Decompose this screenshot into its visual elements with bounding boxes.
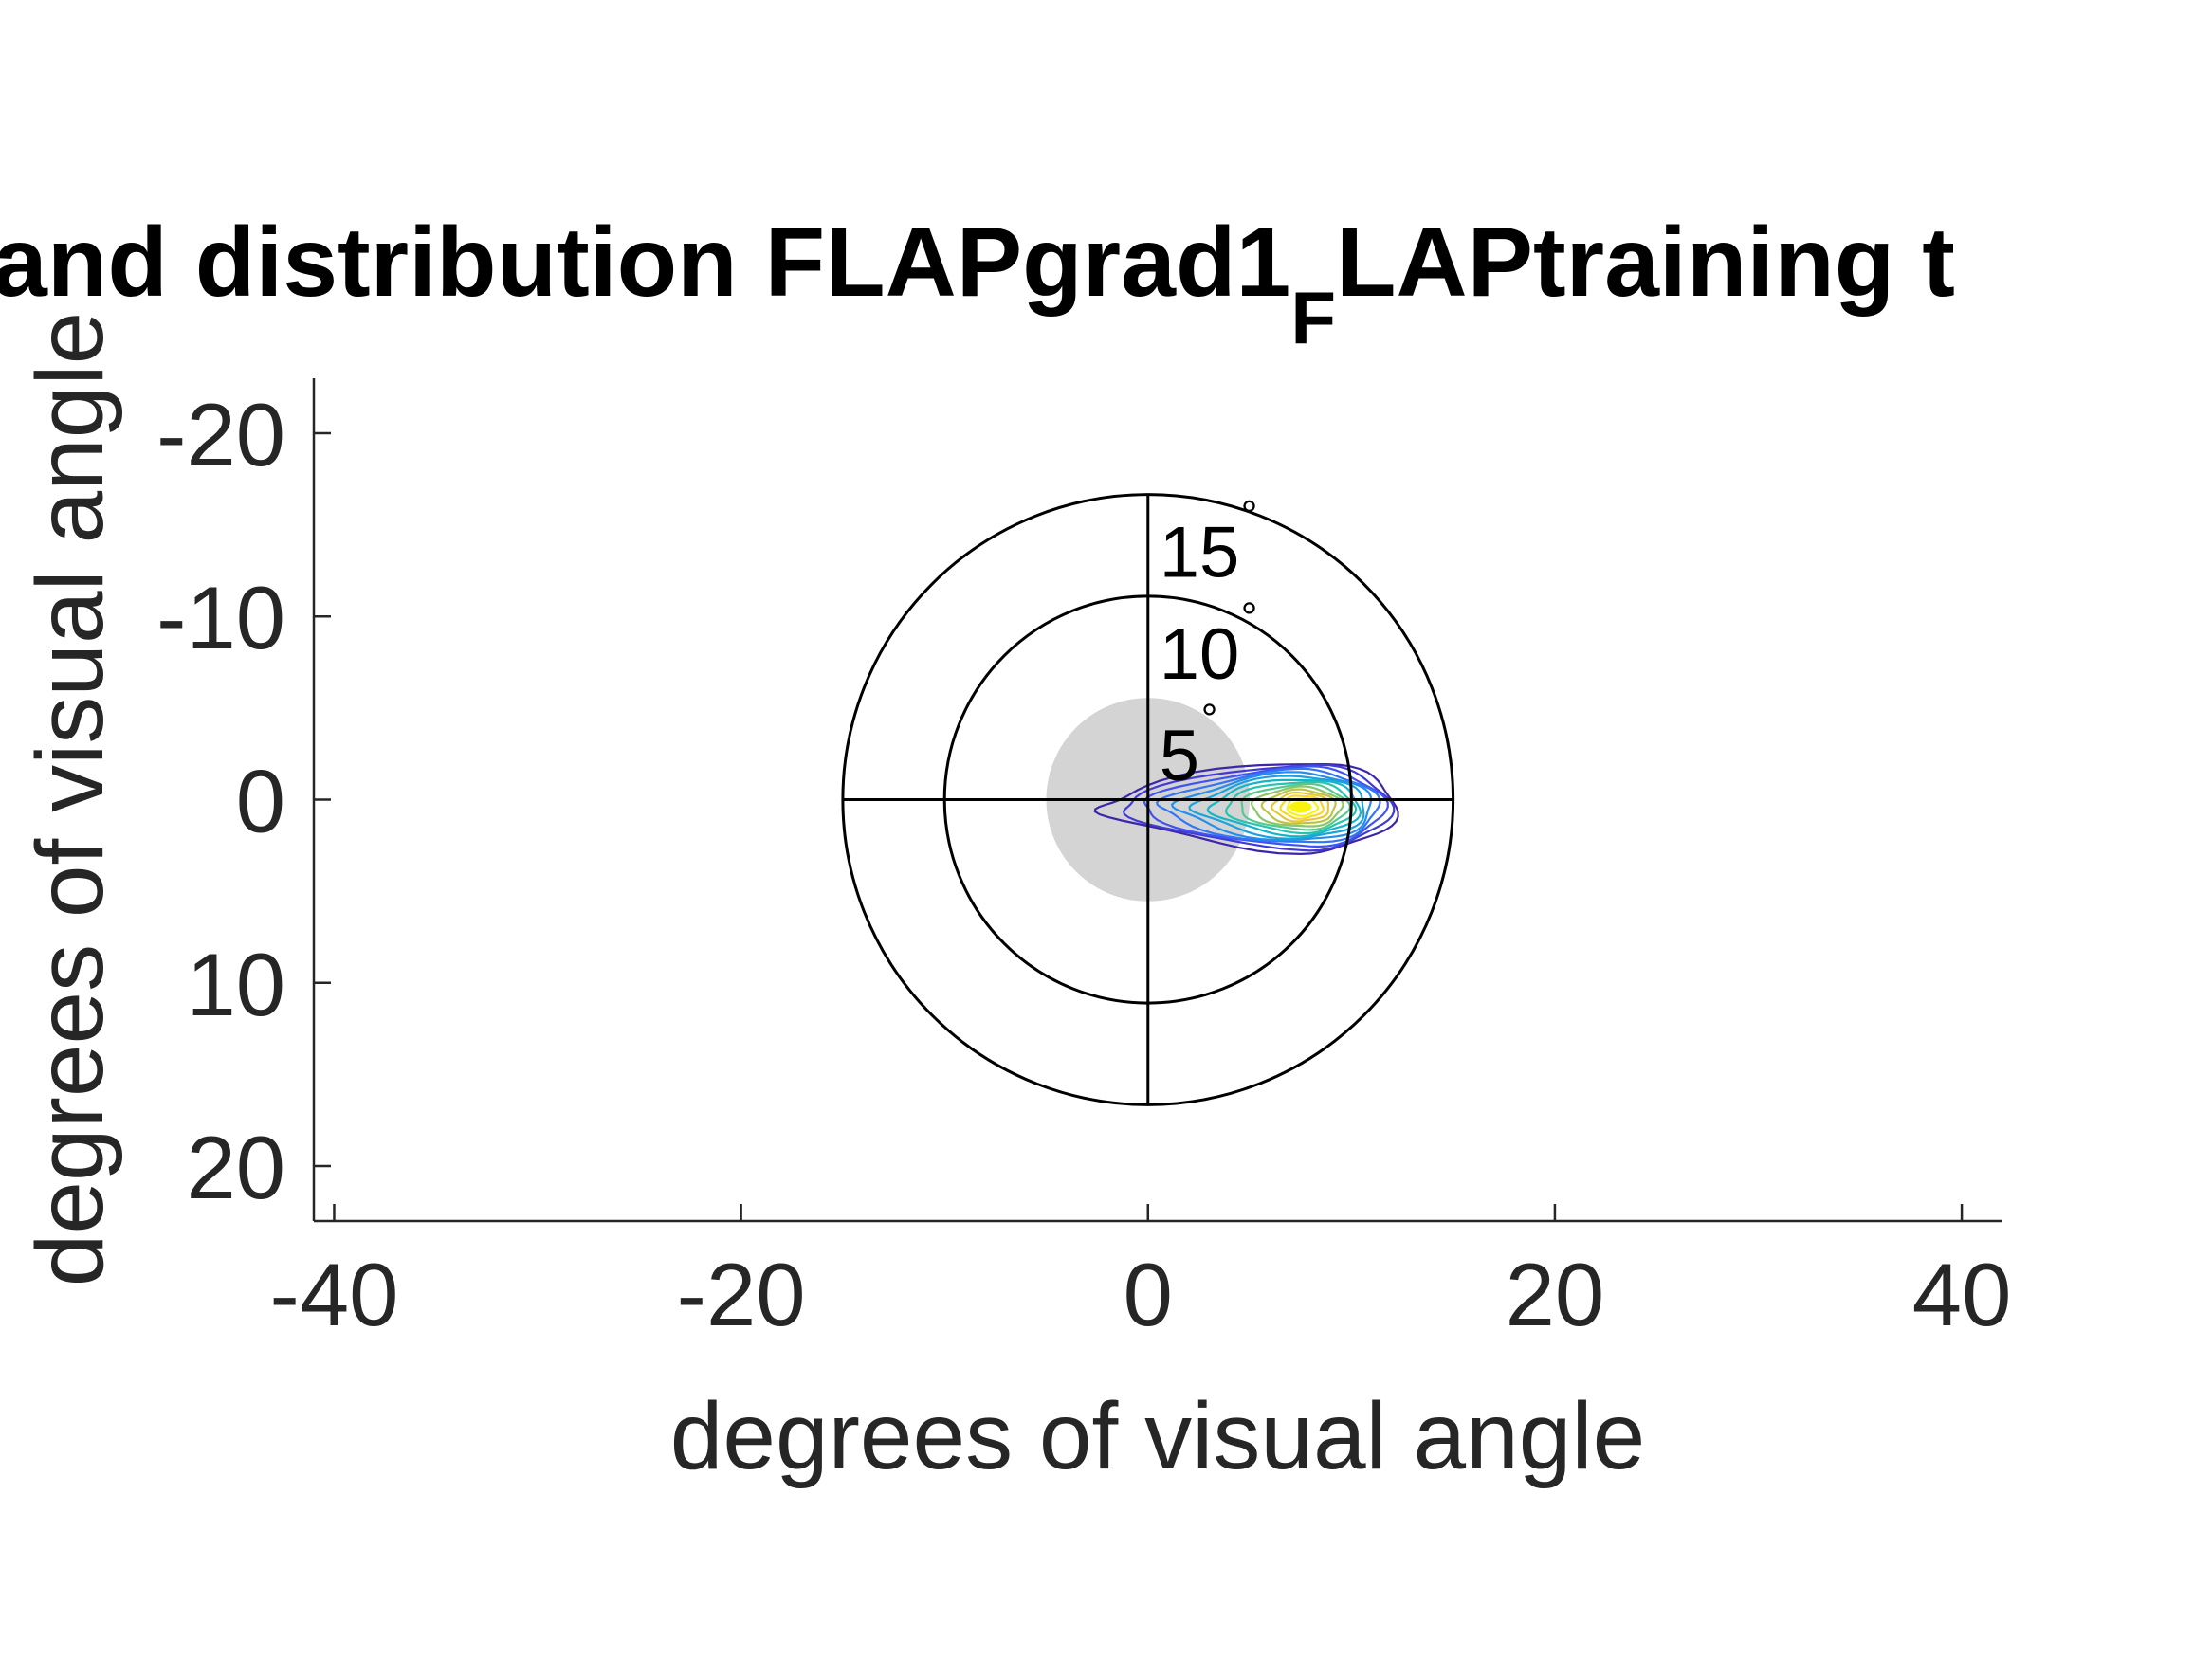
contour-level — [1156, 767, 1381, 844]
title-subscript: F — [1290, 276, 1336, 359]
ring-label: 5 — [1160, 716, 1199, 796]
chart-title: and distribution FLAPgrad1FLAPtraining t — [0, 208, 1955, 359]
y-tick-label: 10 — [186, 935, 285, 1034]
ring-label: 15 — [1160, 513, 1240, 593]
ring-label-degree: ° — [1241, 594, 1258, 641]
y-axis-label: degrees of visual angle — [17, 312, 123, 1286]
title-main: and distribution FLAPgrad1 — [0, 208, 1290, 318]
y-tick-label: 0 — [236, 752, 285, 851]
x-ticks: -40 -20 0 20 40 — [270, 1204, 2012, 1344]
contour-level — [1188, 775, 1365, 840]
density-peak — [1289, 801, 1312, 813]
polar-ring-labels: 5 °10 °15 ° — [1160, 493, 1258, 797]
y-tick-label: -10 — [156, 568, 285, 667]
x-tick-label: -20 — [677, 1245, 806, 1344]
contour-level — [1260, 788, 1337, 825]
y-tick-label: -20 — [156, 385, 285, 484]
y-tick-label: 20 — [186, 1118, 285, 1217]
contour-level — [1122, 763, 1396, 852]
contour-level — [1250, 785, 1344, 828]
contour-level — [1240, 782, 1352, 831]
contour-level — [1270, 791, 1330, 823]
x-axis-label: degrees of visual angle — [670, 1383, 1645, 1489]
y-ticks: -20 -10 0 10 20 — [156, 385, 331, 1217]
x-tick-label: -40 — [270, 1245, 399, 1344]
contour-level — [1206, 778, 1362, 838]
ring-label: 10 — [1160, 614, 1240, 695]
contour-level — [1224, 780, 1358, 835]
polar-rings — [841, 493, 1455, 1106]
contour-level — [1170, 771, 1373, 842]
x-tick-label: 20 — [1506, 1245, 1605, 1344]
ring-label-degree: ° — [1201, 696, 1218, 742]
x-tick-label: 0 — [1124, 1245, 1173, 1344]
title-rest: LAPtraining t — [1336, 208, 1955, 318]
x-tick-label: 40 — [1912, 1245, 2012, 1344]
ring-label-degree: ° — [1241, 493, 1258, 539]
contour-level — [1279, 794, 1325, 820]
